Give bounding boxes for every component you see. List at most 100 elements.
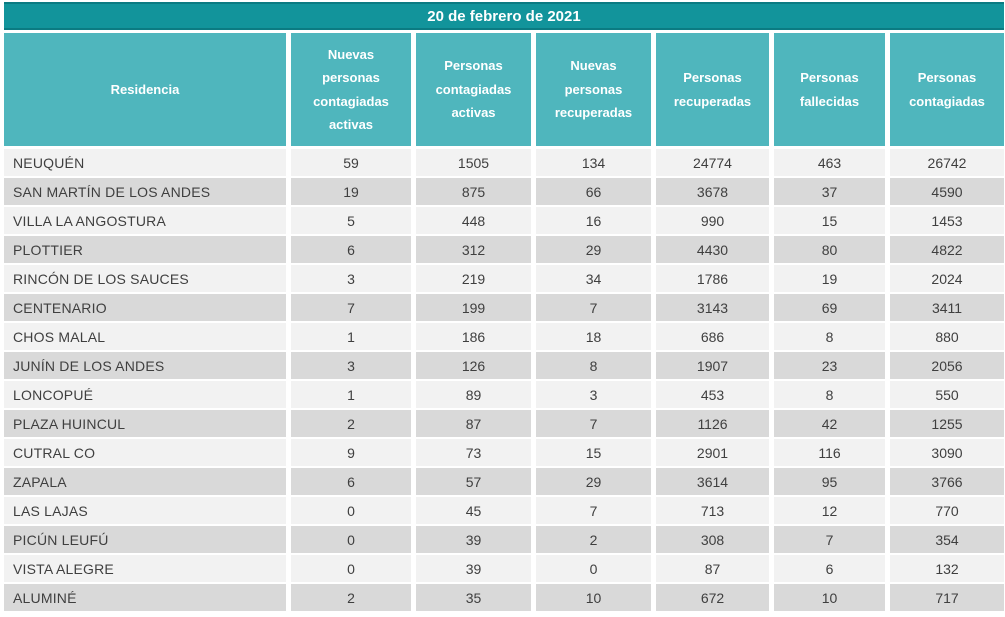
row-value-cell: 73 [416,439,531,466]
row-value-cell: 6 [774,555,885,582]
row-value-cell: 19 [291,178,411,205]
row-residencia-cell: CHOS MALAL [4,323,286,350]
table-row: CUTRAL CO 9 73 15 2901 116 3090 [4,439,1004,466]
row-value-cell: 8 [774,381,885,408]
row-value-cell: 713 [656,497,769,524]
table-row: RINCÓN DE LOS SAUCES 3 219 34 1786 19 2024 [4,265,1004,292]
header-cell: Personas contagiadas [890,33,1004,146]
header-row: Residencia Nuevas personas contagiadas ac… [4,33,1004,146]
header-cell: Nuevas personas contagiadas activas [291,33,411,146]
row-value-cell: 9 [291,439,411,466]
row-value-cell: 1453 [890,207,1004,234]
row-value-cell: 42 [774,410,885,437]
row-value-cell: 34 [536,265,651,292]
table-row: VILLA LA ANGOSTURA 5 448 16 990 15 1453 [4,207,1004,234]
row-value-cell: 2056 [890,352,1004,379]
row-residencia-cell: ZAPALA [4,468,286,495]
table-row: ZAPALA 6 57 29 3614 95 3766 [4,468,1004,495]
row-value-cell: 80 [774,236,885,263]
row-value-cell: 354 [890,526,1004,553]
row-value-cell: 3678 [656,178,769,205]
row-value-cell: 23 [774,352,885,379]
header-cell: Nuevas personas recuperadas [536,33,651,146]
row-value-cell: 89 [416,381,531,408]
row-value-cell: 15 [536,439,651,466]
row-value-cell: 219 [416,265,531,292]
row-value-cell: 116 [774,439,885,466]
row-value-cell: 132 [890,555,1004,582]
row-value-cell: 3411 [890,294,1004,321]
row-value-cell: 8 [774,323,885,350]
row-value-cell: 3766 [890,468,1004,495]
table-row: CHOS MALAL 1 186 18 686 8 880 [4,323,1004,350]
row-residencia-cell: CENTENARIO [4,294,286,321]
row-value-cell: 3 [291,352,411,379]
row-value-cell: 1786 [656,265,769,292]
row-value-cell: 59 [291,149,411,176]
row-value-cell: 550 [890,381,1004,408]
row-value-cell: 7 [536,497,651,524]
row-value-cell: 0 [536,555,651,582]
row-value-cell: 10 [536,584,651,611]
table-row: PLOTTIER 6 312 29 4430 80 4822 [4,236,1004,263]
row-value-cell: 19 [774,265,885,292]
header-cell: Personas fallecidas [774,33,885,146]
row-residencia-cell: PLAZA HUINCUL [4,410,286,437]
row-value-cell: 26742 [890,149,1004,176]
row-value-cell: 66 [536,178,651,205]
row-value-cell: 312 [416,236,531,263]
row-value-cell: 57 [416,468,531,495]
row-value-cell: 0 [291,526,411,553]
row-value-cell: 448 [416,207,531,234]
row-residencia-cell: PICÚN LEUFÚ [4,526,286,553]
row-value-cell: 199 [416,294,531,321]
row-value-cell: 95 [774,468,885,495]
row-value-cell: 2 [291,410,411,437]
row-value-cell: 1907 [656,352,769,379]
row-value-cell: 3143 [656,294,769,321]
row-value-cell: 15 [774,207,885,234]
row-residencia-cell: JUNÍN DE LOS ANDES [4,352,286,379]
row-value-cell: 2 [291,584,411,611]
table-row: CENTENARIO 7 199 7 3143 69 3411 [4,294,1004,321]
row-value-cell: 6 [291,236,411,263]
row-value-cell: 8 [536,352,651,379]
row-residencia-cell: VILLA LA ANGOSTURA [4,207,286,234]
row-value-cell: 6 [291,468,411,495]
row-value-cell: 186 [416,323,531,350]
table-row: PLAZA HUINCUL 2 87 7 1126 42 1255 [4,410,1004,437]
row-value-cell: 16 [536,207,651,234]
row-value-cell: 2901 [656,439,769,466]
row-value-cell: 7 [774,526,885,553]
row-value-cell: 126 [416,352,531,379]
row-value-cell: 686 [656,323,769,350]
row-value-cell: 87 [416,410,531,437]
row-value-cell: 39 [416,555,531,582]
row-residencia-cell: VISTA ALEGRE [4,555,286,582]
row-value-cell: 7 [536,410,651,437]
row-value-cell: 2024 [890,265,1004,292]
row-residencia-cell: SAN MARTÍN DE LOS ANDES [4,178,286,205]
row-value-cell: 4430 [656,236,769,263]
table-row: LONCOPUÉ 1 89 3 453 8 550 [4,381,1004,408]
row-value-cell: 12 [774,497,885,524]
row-value-cell: 2 [536,526,651,553]
row-residencia-cell: ALUMINÉ [4,584,286,611]
row-residencia-cell: NEUQUÉN [4,149,286,176]
row-value-cell: 7 [291,294,411,321]
row-value-cell: 308 [656,526,769,553]
row-residencia-cell: PLOTTIER [4,236,286,263]
table-row: ALUMINÉ 2 35 10 672 10 717 [4,584,1004,611]
row-value-cell: 18 [536,323,651,350]
row-value-cell: 1 [291,323,411,350]
table-row: LAS LAJAS 0 45 7 713 12 770 [4,497,1004,524]
table-row: NEUQUÉN 59 1505 134 24774 463 26742 [4,149,1004,176]
row-value-cell: 1126 [656,410,769,437]
row-residencia-cell: RINCÓN DE LOS SAUCES [4,265,286,292]
row-value-cell: 1255 [890,410,1004,437]
row-value-cell: 717 [890,584,1004,611]
row-value-cell: 880 [890,323,1004,350]
row-value-cell: 875 [416,178,531,205]
row-value-cell: 672 [656,584,769,611]
